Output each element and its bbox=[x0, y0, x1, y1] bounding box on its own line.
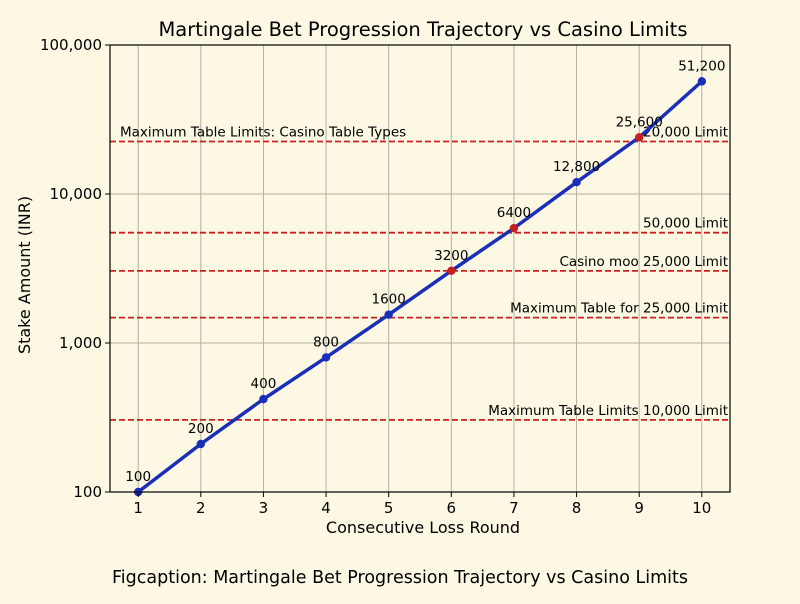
x-tick-label: 9 bbox=[634, 499, 644, 517]
data-label: 51,200 bbox=[678, 58, 725, 74]
data-label: 25,600 bbox=[616, 114, 663, 130]
data-point bbox=[259, 394, 268, 404]
data-point bbox=[447, 266, 456, 276]
data-labels-layer: 100 200 400 800 1600 3200 6400 12,800 25,600 51,2… bbox=[125, 58, 725, 485]
data-point bbox=[509, 223, 519, 233]
casino-limit-label: Maximum Table Limits: Casino Table Types bbox=[120, 125, 406, 141]
casino-limit-label: Casino moo 25,000 Limit bbox=[559, 254, 728, 270]
casino-limit-label: 20,000 Limit bbox=[643, 125, 728, 141]
data-point bbox=[321, 353, 331, 362]
data-label: 3200 bbox=[434, 248, 468, 264]
casino-limit-label: Maximum Table for 25,000 Limit bbox=[510, 301, 728, 317]
figure-caption: Figcaption: Martingale Bet Progression T… bbox=[112, 568, 688, 588]
data-label: 100 bbox=[125, 469, 151, 485]
data-point bbox=[196, 439, 206, 449]
plot-frame bbox=[109, 44, 731, 493]
data-point bbox=[697, 77, 707, 86]
x-tick-label: 5 bbox=[384, 499, 394, 517]
data-label: 400 bbox=[251, 376, 277, 392]
x-tick-label: 1 bbox=[133, 499, 143, 517]
data-label: 1600 bbox=[372, 292, 406, 308]
x-tick-label: 7 bbox=[509, 499, 519, 517]
data-label: 12,800 bbox=[553, 159, 600, 175]
x-tick-label: 8 bbox=[572, 499, 582, 517]
y-axis-label: Stake Amount (INR) bbox=[15, 196, 34, 354]
data-point bbox=[634, 133, 644, 142]
tick-layer: 1 2 3 4 5 6 7 8 9 10 100 1,000 10,000 100,000 bbox=[40, 36, 711, 517]
data-label: 800 bbox=[313, 334, 339, 350]
x-tick-label: 4 bbox=[321, 499, 331, 517]
y-tick-label: 1,000 bbox=[59, 334, 102, 352]
x-tick-label: 2 bbox=[196, 499, 206, 517]
chart-title: Martingale Bet Progression Trajectory vs… bbox=[158, 18, 687, 41]
data-label: 200 bbox=[188, 421, 214, 437]
casino-limit-label: Maximum Table Limits 10,000 Limit bbox=[488, 403, 728, 419]
x-axis-label: Consecutive Loss Round bbox=[326, 518, 520, 537]
data-label: 6400 bbox=[497, 205, 531, 221]
series-line bbox=[137, 80, 703, 494]
x-tick-label: 10 bbox=[692, 499, 711, 517]
x-tick-label: 6 bbox=[447, 499, 457, 517]
data-point bbox=[572, 178, 581, 187]
y-tick-label: 10,000 bbox=[50, 185, 103, 203]
data-point bbox=[384, 310, 393, 319]
x-tick-label: 3 bbox=[259, 499, 269, 517]
y-tick-label: 100,000 bbox=[40, 36, 102, 54]
casino-limit-label: 50,000 Limit bbox=[643, 216, 728, 232]
y-tick-label: 100 bbox=[73, 483, 102, 501]
limit-lines-layer: Maximum Table Limits: Casino Table Types… bbox=[110, 125, 730, 421]
